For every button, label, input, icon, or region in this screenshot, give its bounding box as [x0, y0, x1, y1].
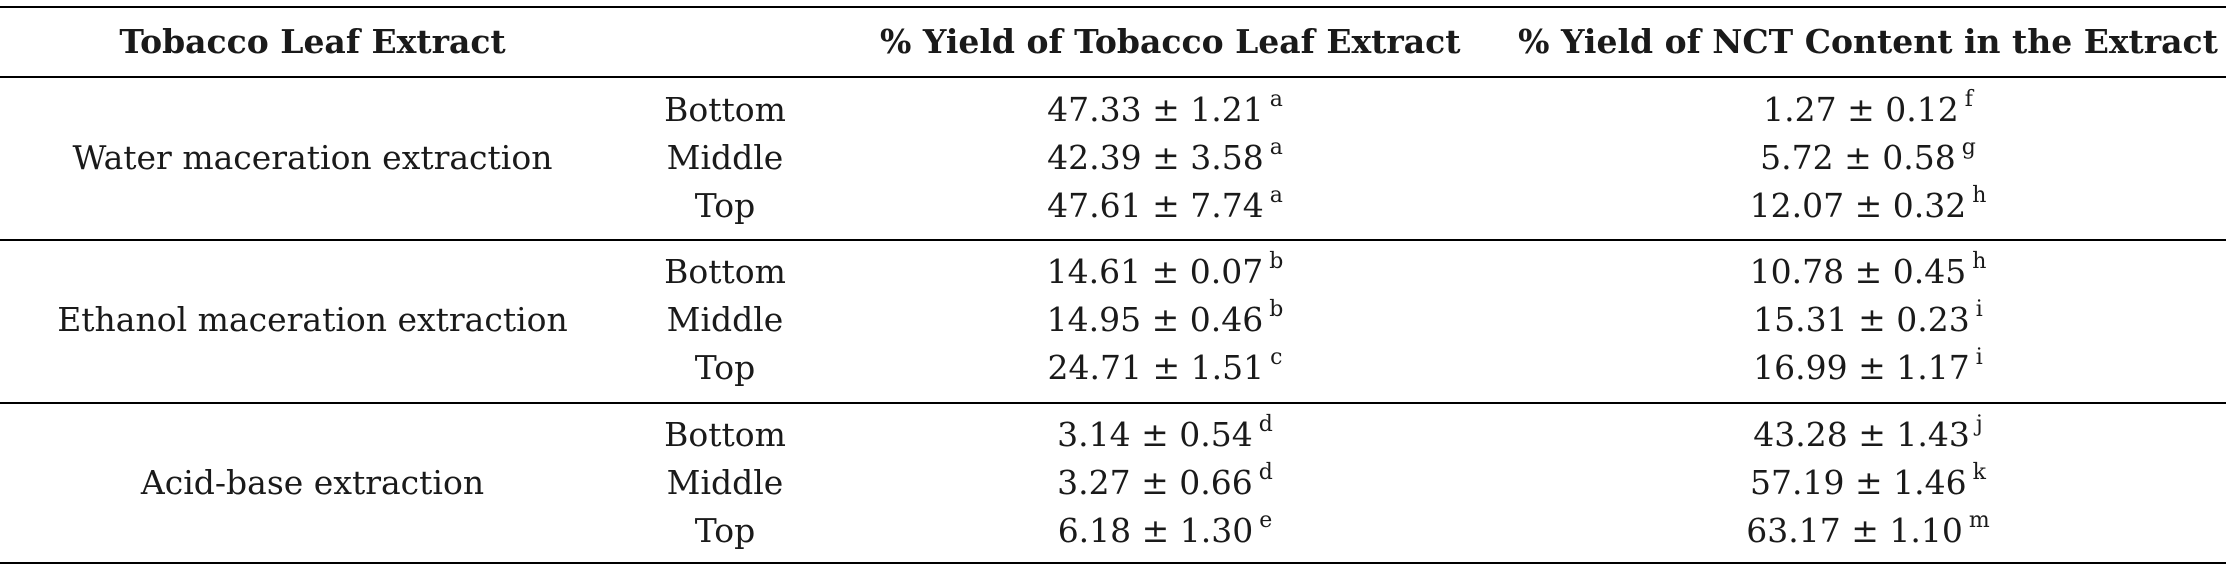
- row-yield: 14.95 ± 0.46 b: [1046, 297, 1284, 340]
- row-position: Bottom: [664, 415, 786, 454]
- row-nct: 43.28 ± 1.43 j: [1753, 412, 1983, 455]
- row-nct: 1.27 ± 0.12 f: [1763, 87, 1973, 130]
- row-position: Top: [694, 511, 756, 550]
- header-yield-nct: % Yield of NCT Content in the Extract: [1518, 22, 2218, 61]
- row-position: Bottom: [664, 90, 786, 129]
- row-position: Middle: [666, 463, 784, 502]
- table-bottom-rule: [0, 562, 2226, 564]
- header-rule: [0, 76, 2226, 78]
- row-position: Middle: [666, 138, 784, 177]
- row-yield: 3.14 ± 0.54 d: [1057, 412, 1273, 455]
- row-position: Middle: [666, 300, 784, 339]
- nct-superscript: g: [1961, 135, 1976, 160]
- row-nct: 57.19 ± 1.46 k: [1750, 460, 1986, 503]
- table-top-rule: [0, 6, 2226, 8]
- row-yield: 47.33 ± 1.21 a: [1047, 87, 1283, 130]
- yield-superscript: a: [1269, 87, 1283, 112]
- yield-superscript: d: [1258, 412, 1273, 437]
- header-yield-extract: % Yield of Tobacco Leaf Extract: [880, 22, 1461, 61]
- row-nct: 5.72 ± 0.58 g: [1760, 135, 1976, 178]
- row-yield: 3.27 ± 0.66 d: [1057, 460, 1273, 503]
- nct-superscript: h: [1972, 249, 1987, 274]
- row-yield: 47.61 ± 7.74 a: [1047, 183, 1283, 226]
- yield-superscript: c: [1270, 345, 1283, 370]
- row-nct: 15.31 ± 0.23 i: [1753, 297, 1983, 340]
- nct-superscript: f: [1964, 87, 1973, 112]
- row-nct: 63.17 ± 1.10 m: [1746, 508, 1990, 551]
- yield-superscript: b: [1269, 297, 1284, 322]
- yield-superscript: d: [1258, 460, 1273, 485]
- row-nct: 16.99 ± 1.17 i: [1753, 345, 1983, 388]
- row-yield: 24.71 ± 1.51 c: [1047, 345, 1283, 388]
- yield-superscript: b: [1269, 249, 1284, 274]
- yield-superscript: e: [1259, 508, 1273, 533]
- row-yield: 6.18 ± 1.30 e: [1057, 508, 1273, 551]
- row-position: Bottom: [664, 252, 786, 291]
- nct-superscript: h: [1972, 183, 1987, 208]
- nct-superscript: i: [1975, 345, 1983, 370]
- row-position: Top: [694, 186, 756, 225]
- row-position: Top: [694, 348, 756, 387]
- row-nct: 12.07 ± 0.32 h: [1749, 183, 1987, 226]
- group-name-acid-base: Acid-base extraction: [140, 463, 485, 502]
- nct-superscript: m: [1968, 508, 1990, 533]
- nct-superscript: i: [1975, 297, 1983, 322]
- group-name-ethanol: Ethanol maceration extraction: [57, 300, 568, 339]
- yield-superscript: a: [1269, 183, 1283, 208]
- row-yield: 42.39 ± 3.58 a: [1047, 135, 1283, 178]
- nct-superscript: j: [1975, 412, 1983, 437]
- nct-superscript: k: [1972, 460, 1986, 485]
- group-rule: [0, 239, 2226, 241]
- group-name-water: Water maceration extraction: [72, 138, 553, 177]
- row-nct: 10.78 ± 0.45 h: [1749, 249, 1987, 292]
- row-yield: 14.61 ± 0.07 b: [1046, 249, 1284, 292]
- yield-superscript: a: [1269, 135, 1283, 160]
- group-rule: [0, 402, 2226, 404]
- header-tobacco-leaf-extract: Tobacco Leaf Extract: [119, 22, 506, 61]
